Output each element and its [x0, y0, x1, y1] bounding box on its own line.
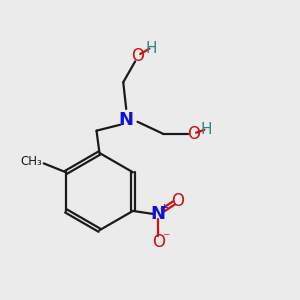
Text: O: O: [171, 191, 184, 209]
Text: +: +: [160, 203, 169, 213]
Text: CH₃: CH₃: [20, 155, 42, 168]
Text: H: H: [146, 40, 157, 56]
Text: O: O: [152, 233, 165, 251]
Text: ⁻: ⁻: [162, 231, 169, 245]
Text: N: N: [119, 111, 134, 129]
Text: O: O: [132, 47, 145, 65]
Text: H: H: [201, 122, 212, 137]
Text: N: N: [151, 205, 166, 223]
Text: O: O: [187, 125, 200, 143]
